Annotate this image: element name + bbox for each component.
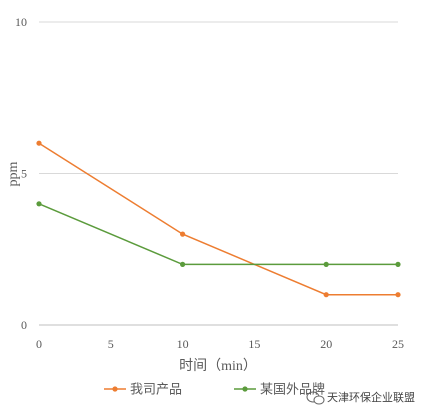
legend-swatch-marker bbox=[112, 386, 118, 392]
data-point bbox=[395, 261, 401, 267]
data-point bbox=[323, 292, 329, 298]
legend-swatch-marker bbox=[242, 386, 248, 392]
legend: 我司产品 某国外品牌 bbox=[104, 382, 325, 397]
y-axis-label: ppm bbox=[6, 161, 21, 186]
x-axis-ticks: 0 5 10 15 20 25 bbox=[36, 337, 404, 351]
y-tick-label: 5 bbox=[21, 167, 27, 181]
data-point bbox=[180, 261, 186, 267]
x-tick-label: 10 bbox=[177, 337, 189, 351]
watermark-text: 天津环保企业联盟 bbox=[327, 390, 415, 404]
x-tick-label: 20 bbox=[320, 337, 332, 351]
legend-label: 我司产品 bbox=[130, 382, 182, 397]
series-line-1 bbox=[38, 142, 398, 296]
series-line-2 bbox=[38, 203, 398, 266]
data-point bbox=[36, 201, 42, 207]
wechat-icon bbox=[306, 391, 325, 405]
series-group bbox=[36, 140, 401, 298]
y-axis-ticks: 0 5 10 bbox=[15, 15, 27, 332]
x-tick-label: 0 bbox=[36, 337, 42, 351]
data-point bbox=[180, 231, 186, 237]
x-tick-label: 5 bbox=[108, 337, 114, 351]
watermark: 天津环保企业联盟 bbox=[306, 390, 415, 405]
x-axis-label: 时间（min） bbox=[179, 358, 257, 374]
y-tick-label: 0 bbox=[21, 318, 27, 332]
data-point bbox=[36, 140, 42, 146]
data-point bbox=[395, 292, 401, 298]
legend-label: 某国外品牌 bbox=[260, 382, 325, 397]
x-tick-label: 15 bbox=[248, 337, 260, 351]
data-point bbox=[323, 261, 329, 267]
x-tick-label: 25 bbox=[392, 337, 404, 351]
y-tick-label: 10 bbox=[15, 15, 27, 29]
gridlines bbox=[39, 21, 398, 326]
